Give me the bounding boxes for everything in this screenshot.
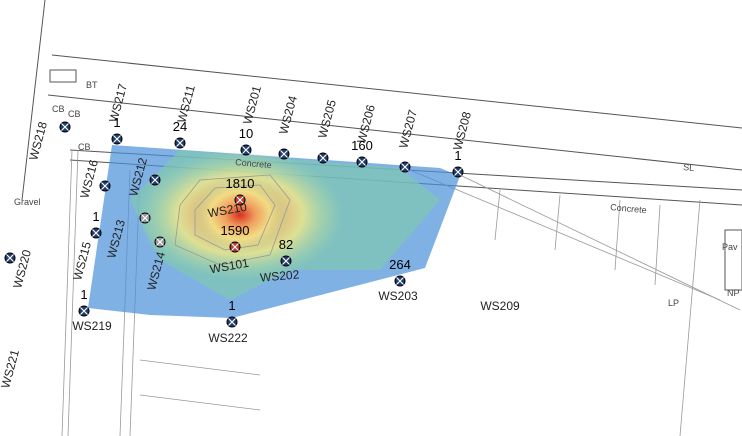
well-cross (282, 257, 290, 265)
well-value: 82 (279, 237, 293, 252)
well: WS204 (276, 94, 300, 160)
well-label: WS204 (276, 94, 300, 136)
well-label: WS207 (396, 108, 420, 150)
well-label: WS201 (240, 84, 264, 126)
well-label: WS218 (26, 120, 50, 162)
well-label: WS202 (259, 267, 300, 284)
well-label: WS205 (315, 98, 339, 140)
well-cross (156, 238, 164, 246)
map-label: Gravel (14, 197, 41, 207)
well: WS209 (480, 299, 520, 313)
map-label: LP (668, 298, 679, 308)
well-cross (151, 176, 159, 184)
well-value: 1 (113, 115, 120, 130)
well-value: 160 (351, 138, 373, 153)
well: WS218 (26, 120, 71, 162)
well: WS101 1590 (209, 223, 251, 276)
map-label: SL (683, 162, 695, 173)
concentration-heatmap (88, 145, 460, 318)
well-cross (61, 123, 69, 131)
well-label: WS221 (0, 348, 22, 390)
well-value: 1 (92, 209, 99, 224)
well-value: 264 (389, 257, 411, 272)
well-value: 1 (228, 298, 235, 313)
well-label: WS216 (77, 158, 101, 200)
well: WS203 264 (378, 257, 418, 303)
well-cross (176, 139, 184, 147)
well-cross (236, 196, 244, 204)
well-cross (141, 214, 149, 222)
well-cross (319, 154, 327, 162)
map-label: Concrete (235, 157, 272, 170)
well-value: 24 (173, 119, 187, 134)
well-cross (280, 150, 288, 158)
well-cross (80, 307, 88, 315)
well-cross (228, 318, 236, 326)
well-label: WS219 (72, 319, 112, 333)
well-value: 1810 (226, 176, 255, 191)
well: WS222 1 (208, 298, 248, 345)
well: WS220 (4, 248, 34, 290)
well: WS210 1810 (207, 176, 255, 220)
well-label: WS208 (450, 110, 474, 152)
well-label: WS203 (378, 289, 418, 303)
map-label: CB (78, 142, 91, 152)
well-value: 1 (454, 148, 461, 163)
well-cross (242, 146, 250, 154)
well-cross (231, 243, 239, 251)
map-label: NP (727, 288, 740, 298)
well: WS207 (396, 108, 420, 173)
map-label: Pav (722, 242, 738, 252)
well-value: 1 (80, 287, 87, 302)
map-label: CB (52, 104, 65, 114)
well-cross (454, 168, 462, 176)
well-cross (401, 163, 409, 171)
well-cross (92, 229, 100, 237)
map-label: BT (86, 80, 98, 90)
well: WS221 (0, 348, 22, 390)
well-label: WS222 (208, 331, 248, 345)
well: WS219 1 (72, 287, 112, 333)
well-cross (101, 182, 109, 190)
map-label: CB (68, 109, 81, 119)
well-cross (396, 277, 404, 285)
well-cross (358, 158, 366, 166)
well-value: 1590 (221, 223, 250, 238)
well-cross (113, 135, 121, 143)
well-label: WS210 (207, 200, 249, 221)
well: WS205 (315, 98, 339, 164)
map-label: Concrete (610, 202, 647, 215)
well: WS202 82 (259, 237, 300, 285)
well-cross (6, 254, 14, 262)
well-value: 10 (239, 126, 253, 141)
well-label: WS209 (480, 299, 520, 313)
well-label: WS101 (209, 256, 251, 277)
